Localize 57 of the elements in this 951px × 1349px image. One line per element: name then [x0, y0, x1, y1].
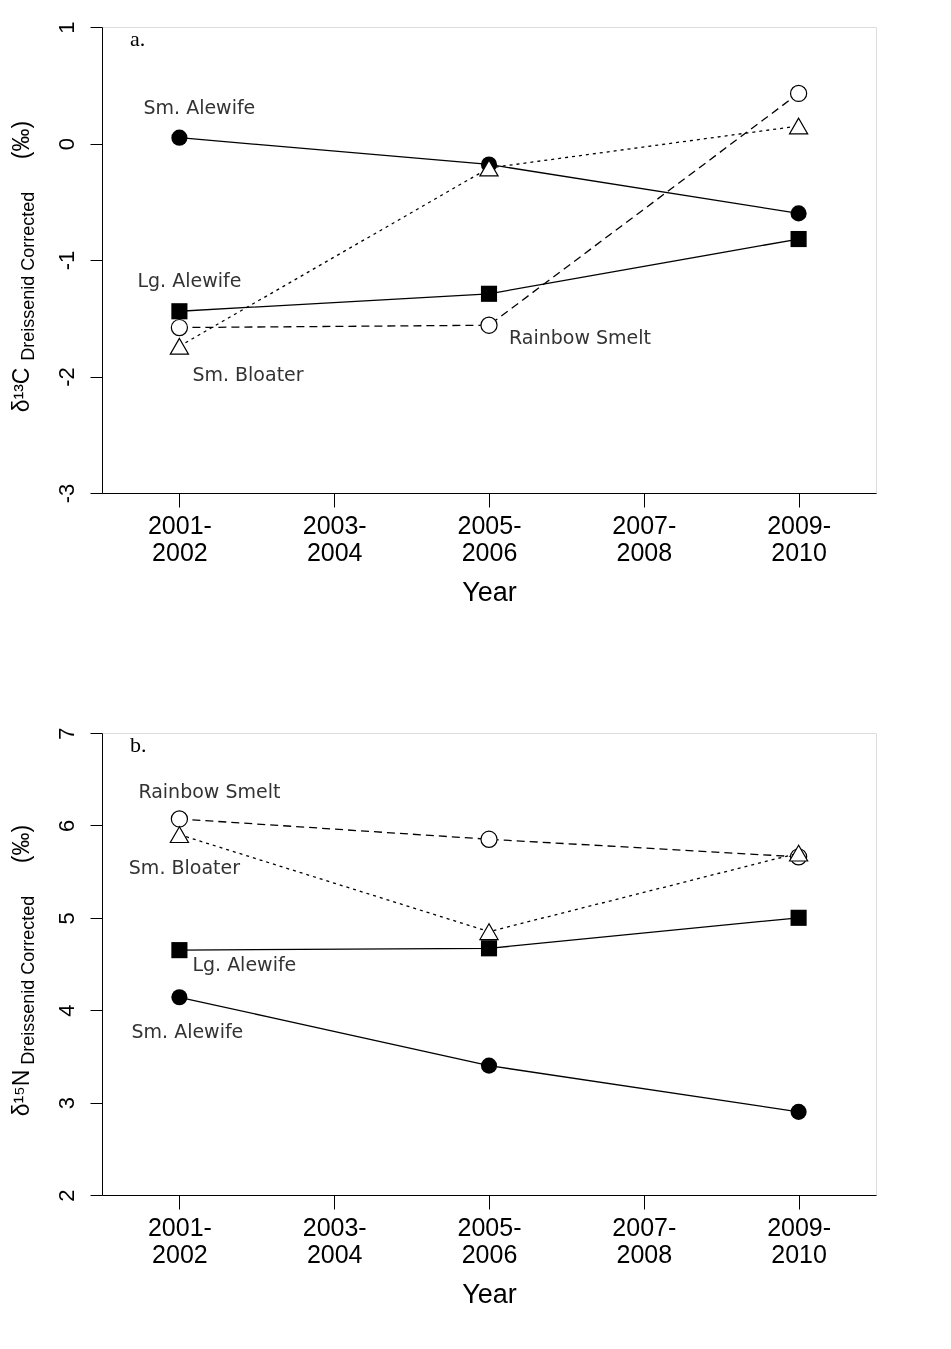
series-label: Sm. Bloater — [192, 363, 304, 386]
y-tick-label: 7 — [53, 727, 79, 740]
point — [170, 318, 189, 337]
y-tick-label: -2 — [53, 367, 79, 387]
point — [169, 337, 190, 355]
y-tick-label: -3 — [53, 483, 79, 504]
x-tick-label: 2005-2006 — [457, 510, 522, 566]
point — [790, 205, 807, 222]
y-tick-label: 0 — [53, 137, 79, 151]
x-tick-label: 2007-2008 — [612, 510, 677, 566]
y-tick-label: 3 — [53, 1096, 79, 1110]
x-tick-label: 2001-2002 — [147, 1212, 212, 1268]
point — [480, 1057, 498, 1074]
point — [479, 159, 499, 177]
point — [788, 117, 809, 135]
point — [480, 830, 498, 848]
series-label: Sm. Alewife — [131, 1020, 244, 1043]
y-tick-label: 6 — [53, 819, 79, 833]
x-tick-label: 2005-2006 — [457, 1212, 522, 1268]
point — [169, 826, 190, 844]
chart-title: b. — [130, 732, 147, 757]
series-label: Sm. Alewife — [143, 95, 256, 118]
text: δ¹⁵NDreissenid Corrected (‰) — [8, 824, 38, 1117]
point — [171, 129, 188, 146]
series-label: Lg. Alewife — [137, 269, 242, 292]
y-tick-label: -1 — [53, 250, 79, 271]
point — [171, 942, 188, 959]
point — [480, 285, 498, 302]
point — [480, 316, 498, 334]
point — [479, 923, 499, 941]
series-label: Rainbow Smelt — [509, 326, 651, 349]
chart-title: a. — [130, 26, 146, 51]
point — [790, 1103, 807, 1120]
y-tick-label: 1 — [53, 21, 79, 34]
x-axis-title: Year — [462, 1278, 517, 1309]
point — [170, 810, 189, 828]
x-tick-label: 2001-2002 — [147, 510, 212, 566]
x-axis-title: Year — [462, 576, 517, 607]
point — [171, 989, 188, 1006]
x-tick-label: 2009-2010 — [767, 510, 832, 566]
point — [790, 230, 807, 248]
series-label: Sm. Bloater — [128, 855, 241, 878]
text: δ¹³CDreissenid Corrected (‰) — [8, 120, 38, 413]
point — [788, 844, 809, 862]
y-tick-label: 5 — [53, 912, 79, 925]
x-tick-label: 2003-2004 — [302, 1212, 367, 1268]
x-tick-label: 2007-2008 — [612, 1212, 677, 1268]
x-tick-label: 2003-2004 — [302, 510, 367, 566]
x-tick-label: 2009-2010 — [767, 1212, 832, 1268]
point — [480, 940, 498, 957]
y-tick-label: 2 — [53, 1189, 79, 1202]
series-label: Rainbow Smelt — [138, 779, 281, 802]
point — [790, 909, 807, 926]
point — [789, 84, 808, 103]
y-tick-label: 4 — [53, 1004, 79, 1017]
series-label: Lg. Alewife — [192, 953, 297, 976]
point — [171, 303, 188, 320]
